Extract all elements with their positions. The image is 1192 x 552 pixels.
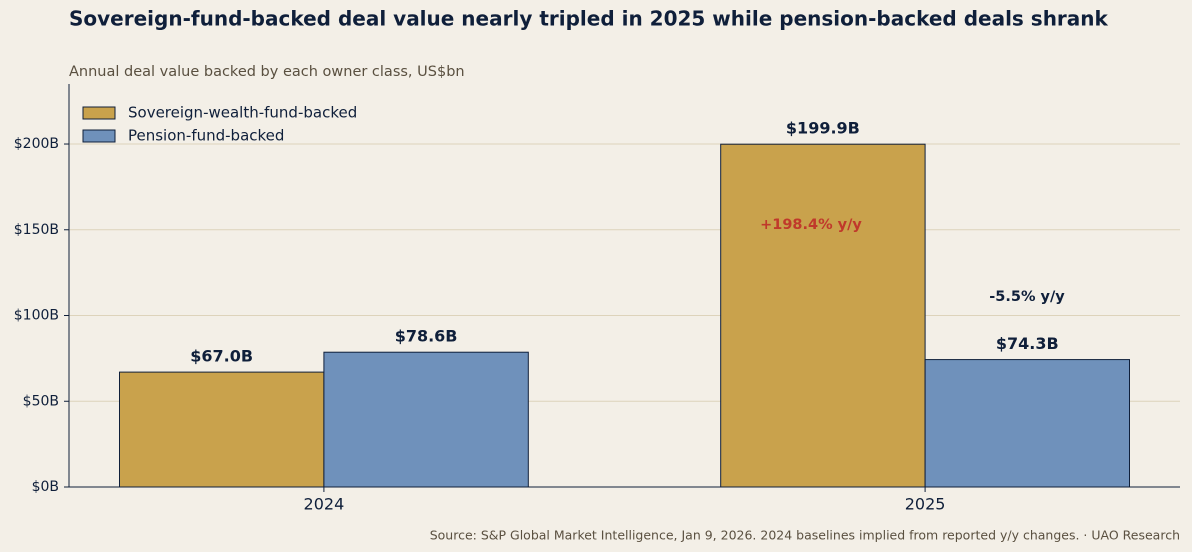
bar bbox=[924, 359, 1130, 488]
bar bbox=[720, 143, 926, 488]
x-tick-label: 2025 bbox=[905, 495, 946, 514]
value-label: $78.6B bbox=[395, 327, 458, 346]
annotation: -5.5% y/y bbox=[989, 289, 1065, 305]
value-label: $199.9B bbox=[786, 119, 860, 138]
annotation: +198.4% y/y bbox=[760, 217, 862, 233]
chart-subtitle: Annual deal value backed by each owner c… bbox=[69, 64, 465, 80]
y-tick-label: $150B bbox=[14, 222, 59, 238]
legend-swatch bbox=[82, 129, 116, 143]
y-tick-label: $0B bbox=[32, 479, 59, 495]
value-label: $74.3B bbox=[996, 334, 1059, 353]
value-label: $67.0B bbox=[190, 347, 253, 366]
y-tick-label: $200B bbox=[14, 136, 59, 152]
bar bbox=[119, 371, 325, 488]
bar bbox=[323, 351, 529, 488]
legend-label: Sovereign-wealth-fund-backed bbox=[128, 104, 357, 122]
chart-title: Sovereign-fund-backed deal value nearly … bbox=[69, 7, 1109, 31]
x-tick-label: 2024 bbox=[304, 495, 345, 514]
legend-swatch bbox=[82, 106, 116, 120]
legend-label: Pension-fund-backed bbox=[128, 127, 284, 145]
y-tick-label: $100B bbox=[14, 308, 59, 324]
source-note: Source: S&P Global Market Intelligence, … bbox=[430, 528, 1180, 543]
y-tick-label: $50B bbox=[23, 393, 59, 409]
